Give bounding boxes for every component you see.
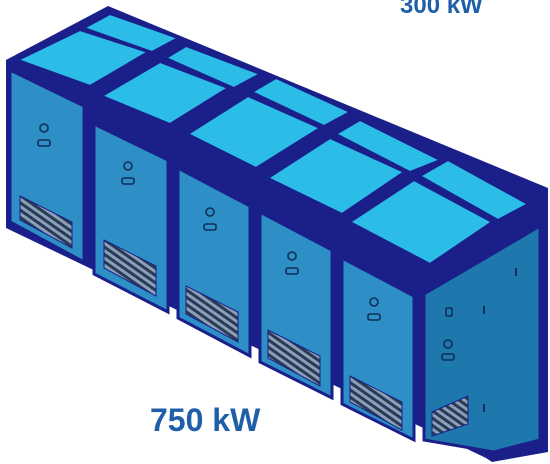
end-panel bbox=[422, 223, 542, 454]
top-power-label: 300 kW bbox=[400, 0, 483, 19]
door-handles bbox=[483, 268, 517, 412]
ventilation-grille-icon bbox=[19, 195, 469, 437]
logo-emblem-icon bbox=[37, 123, 455, 361]
bottom-power-label: 750 kW bbox=[150, 402, 261, 438]
roof bbox=[15, 12, 531, 266]
